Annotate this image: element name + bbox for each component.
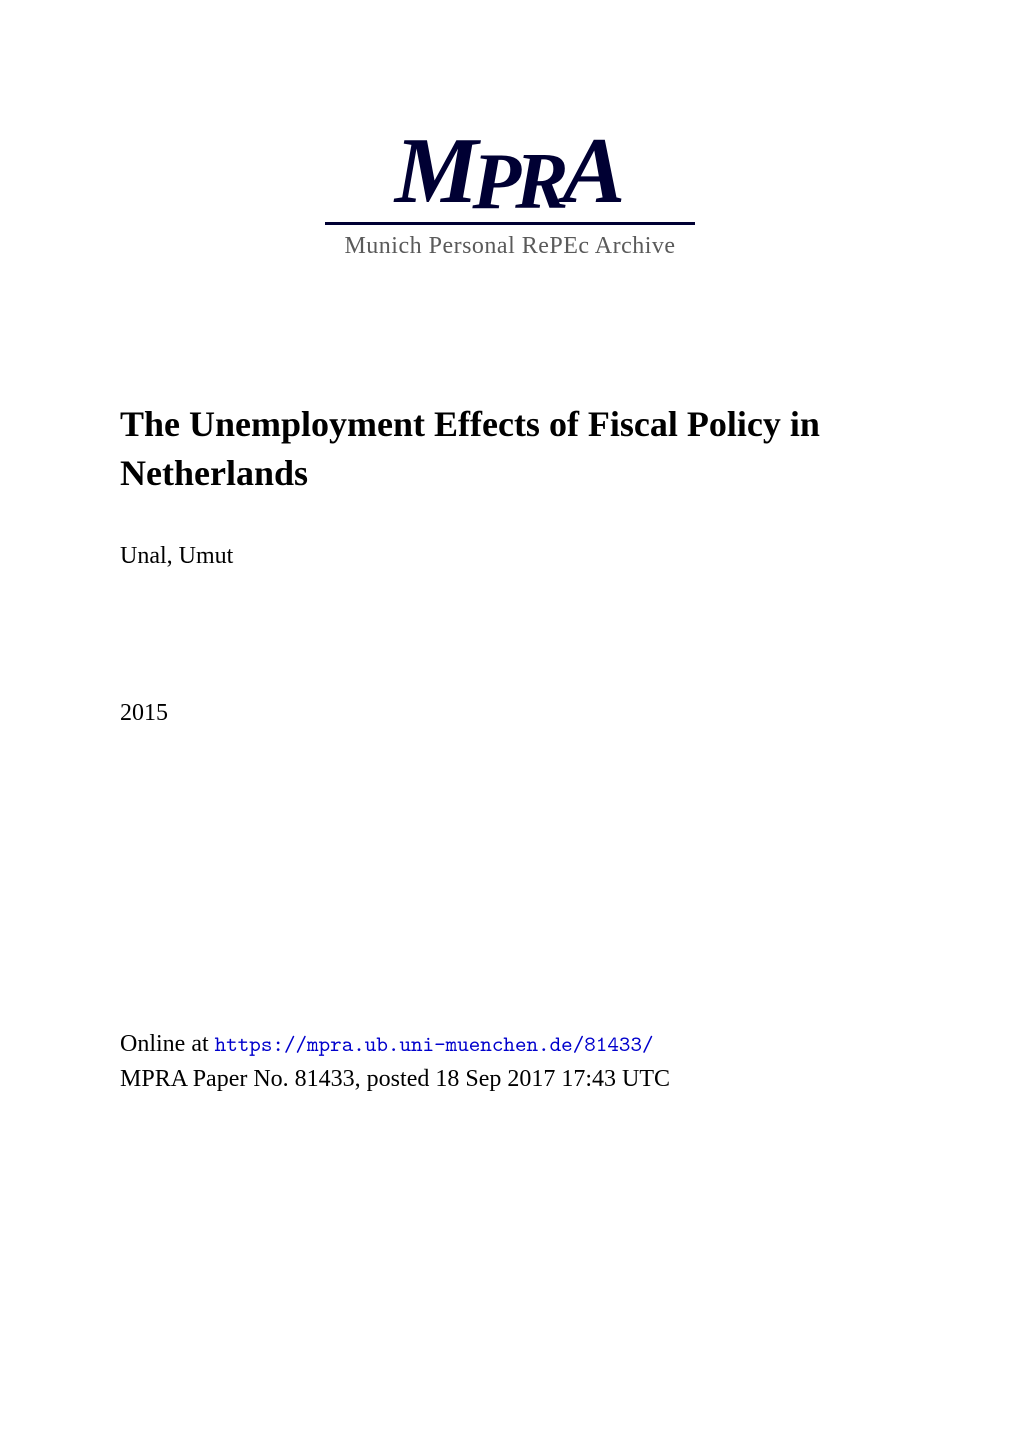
paper-title: The Unemployment Effects of Fiscal Polic… (120, 400, 900, 497)
logo-letter-r: R (515, 142, 568, 222)
paper-year: 2015 (120, 700, 900, 727)
paper-url-link[interactable]: https://mpra.ub.uni-muenchen.de/81433/ (215, 1029, 654, 1058)
online-at-label: Online at (120, 1031, 215, 1057)
footer-online-line: Online at https://mpra.ub.uni-muenchen.d… (120, 1027, 900, 1062)
paper-author: Unal, Umut (120, 543, 900, 570)
logo-underline (325, 222, 695, 225)
logo-letter-a: A (563, 124, 626, 218)
page-container: M P R A Munich Personal RePEc Archive Th… (0, 0, 1020, 1442)
logo-acronym: M P R A (395, 130, 626, 224)
paper-footer: Online at https://mpra.ub.uni-muenchen.d… (120, 1027, 900, 1097)
footer-paper-info: MPRA Paper No. 81433, posted 18 Sep 2017… (120, 1062, 900, 1097)
logo-subtitle: Munich Personal RePEc Archive (344, 233, 675, 260)
mpra-logo: M P R A Munich Personal RePEc Archive (120, 130, 900, 260)
logo-letter-m: M (395, 124, 479, 218)
logo-letter-p: P (472, 142, 521, 222)
